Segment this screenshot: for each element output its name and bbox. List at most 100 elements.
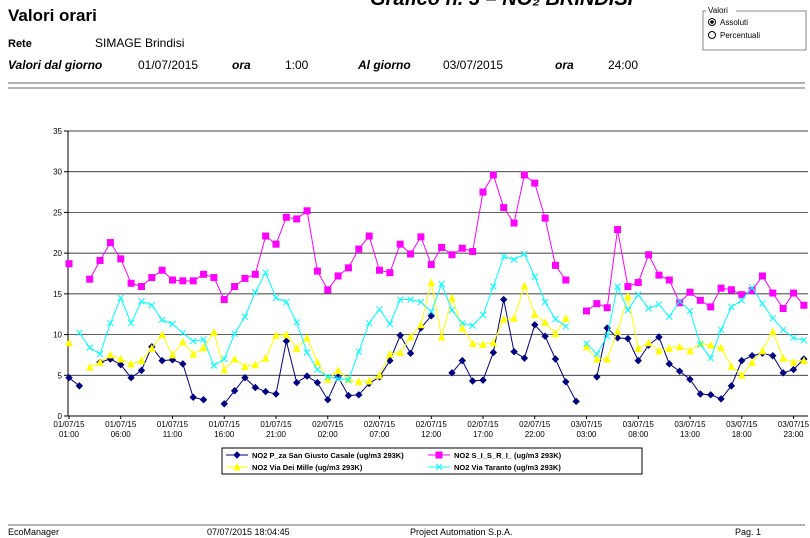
point [738,297,746,304]
point [531,321,539,329]
point [748,283,756,291]
point [562,378,570,386]
point [500,253,508,260]
point [117,255,125,263]
x-tick-label: 02/07/15 12:00 [415,420,447,439]
radio-label: Percentuali [720,31,760,40]
point [583,307,590,315]
point [407,250,415,258]
point [593,350,601,358]
point [179,329,187,337]
point [85,363,94,371]
y-tick-label: 25 [53,208,62,217]
x-tick-label: 01/07/15 01:00 [53,420,85,439]
point [479,188,487,196]
point [148,301,156,309]
point [75,329,83,337]
point [551,329,560,338]
point [779,369,787,377]
subtitle: Valori orari [8,6,97,25]
point [86,344,94,351]
point [417,320,425,329]
point [375,371,384,379]
point [468,339,477,348]
point [582,342,591,351]
point [572,397,580,406]
point [469,322,477,329]
point [499,295,508,304]
point [624,306,632,314]
point [665,276,673,284]
point [686,307,694,315]
point [479,311,487,319]
point [738,291,746,299]
point [790,334,797,342]
point [314,366,321,373]
point [313,378,322,387]
point [158,266,166,274]
point [458,319,466,327]
point [510,314,518,322]
point [272,294,280,302]
point [200,336,207,343]
point [768,327,777,335]
point [303,207,311,215]
point [344,391,353,400]
from-time-label: ora [232,58,251,72]
point [790,289,797,297]
to-label: Al giorno [358,58,411,72]
point [675,367,684,375]
series-line [68,299,805,405]
point [220,296,228,304]
point [231,330,238,338]
point [531,273,539,281]
point [717,284,725,292]
point [147,344,156,352]
point [292,378,301,387]
footer-page: Pag. 1 [735,527,762,537]
point [500,204,508,212]
point [665,360,674,368]
point [593,373,601,381]
point [593,300,601,308]
point [230,387,239,395]
point [251,383,260,392]
radio-button[interactable] [708,31,716,39]
point [510,256,518,264]
point [334,366,342,374]
point [324,286,332,294]
x-tick-label: 03/07/15 03:00 [570,420,603,439]
point [531,179,539,187]
point [448,251,456,259]
point [520,354,529,362]
point [355,391,363,399]
point [758,346,767,355]
point [634,344,643,352]
legend-label: NO2 Via Taranto (ug/m3 293K) [454,463,561,472]
point [313,267,321,275]
point [779,305,787,313]
point [324,396,332,404]
point [406,332,415,341]
point [376,305,383,313]
point [137,366,146,375]
point [241,374,249,382]
point [552,315,559,323]
point [769,314,777,322]
x-tick-label: 01/07/15 21:00 [260,420,292,439]
point [127,374,135,382]
point [748,358,756,366]
point [800,356,808,365]
point [158,316,166,324]
point [634,356,642,365]
point [365,376,373,385]
point [96,256,104,264]
point [396,348,405,356]
point [435,463,443,471]
point [438,280,445,288]
point [541,214,549,222]
point [727,382,736,390]
point [541,298,549,306]
point [179,360,187,368]
